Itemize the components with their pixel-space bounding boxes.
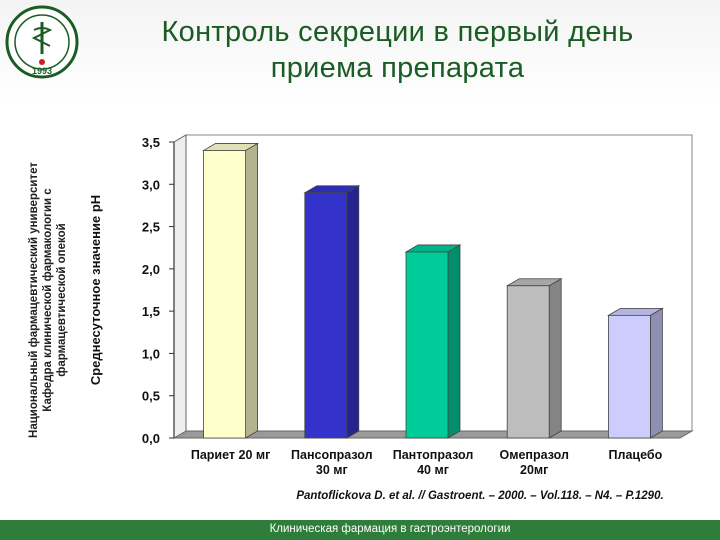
- y-tick-label: 3,0: [142, 177, 160, 192]
- bar-front: [203, 150, 246, 439]
- side-text-line1: Национальный фармацевтический университе…: [28, 162, 40, 438]
- bar-chart-svg: 0,0 0,5 1,0 1,5 2,0 2,5 3,0 3,5 Париет 20 мг Пан…: [88, 134, 694, 477]
- x-category-label: Пантопразол: [393, 448, 474, 462]
- bar-side: [346, 185, 360, 439]
- y-tick-label: 3,5: [142, 135, 160, 150]
- university-seal-icon: 1993: [5, 5, 79, 79]
- bar-front: [405, 251, 449, 439]
- bar: [202, 142, 260, 439]
- bar-side: [650, 307, 663, 439]
- bar-side: [548, 278, 562, 439]
- y-tick-label: 1,0: [142, 346, 160, 361]
- bar: [404, 244, 462, 439]
- x-category-label: 40 мг: [417, 463, 449, 477]
- university-logo: 1993: [4, 4, 80, 80]
- x-category-label: Омепразол: [500, 448, 569, 462]
- footer-text: Клиническая фармация в гастроэнтерологии: [269, 523, 511, 535]
- x-category-label: 20мг: [520, 463, 548, 477]
- bar-front: [506, 285, 550, 439]
- x-category-label: 30 мг: [316, 463, 348, 477]
- logo-year: 1993: [32, 66, 52, 76]
- chart-bars: [202, 142, 664, 439]
- bar: [505, 278, 563, 439]
- y-tick-label: 2,0: [142, 262, 160, 277]
- bar-side: [245, 142, 259, 439]
- side-text-line2: Кафедра клинической фармакологии с: [42, 188, 54, 412]
- bar-chart: 0,0 0,5 1,0 1,5 2,0 2,5 3,0 3,5 Париет 20 мг Пан…: [80, 120, 720, 510]
- y-axis-label: Среднесуточное значение рН: [88, 195, 103, 385]
- citation: Pantoflickova D. et al. // Gastroent. – …: [296, 490, 664, 502]
- chart-y-ticks: 0,0 0,5 1,0 1,5 2,0 2,5 3,0 3,5: [142, 135, 174, 446]
- bar: [303, 185, 361, 439]
- slide-title: Контроль секреции в первый день приема п…: [90, 14, 705, 86]
- bar-front: [608, 314, 651, 439]
- side-text-line3: фармацевтической опекой: [56, 223, 68, 377]
- chart-side-wall: [173, 134, 187, 439]
- footer-bar: [0, 520, 720, 540]
- slide-title-line1: Контроль секреции в первый день: [161, 16, 634, 48]
- bar: [606, 307, 664, 439]
- x-category-label: Плацебо: [609, 448, 663, 462]
- y-tick-label: 2,5: [142, 220, 160, 235]
- university-name-vertical: Национальный фармацевтический университе…: [27, 110, 69, 490]
- x-category-label: Пансопразол: [291, 448, 373, 462]
- y-tick-label: 0,0: [142, 431, 160, 446]
- y-tick-label: 0,5: [142, 389, 160, 404]
- x-category-label: Париет 20 мг: [191, 448, 270, 462]
- slide-title-line2: приема препарата: [270, 52, 525, 84]
- bar-side: [447, 244, 461, 439]
- y-tick-label: 1,5: [142, 304, 160, 319]
- bar-front: [304, 192, 348, 439]
